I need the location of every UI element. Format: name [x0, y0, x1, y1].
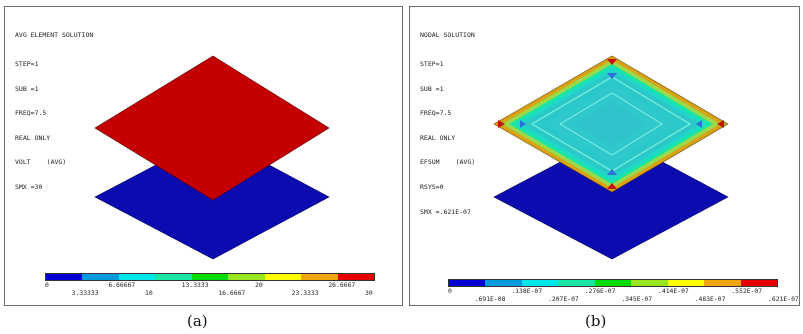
panel-b-legend-swatch [485, 280, 522, 286]
panel-b-legend-tick-upper: .414E-07 [658, 287, 689, 295]
caption-b: (b) [585, 312, 607, 330]
caption-a: (a) [187, 312, 208, 330]
panel-a-legend-bar [45, 273, 375, 281]
panel-b-legend-tick-lower: .345E-07 [621, 295, 653, 303]
panel-a-legend-tick-upper: 26.6667 [328, 281, 356, 289]
panel-a-legend-swatch [337, 274, 374, 280]
panel-a-info: AVG ELEMENT SOLUTION STEP=1 SUB =1 FREQ=… [15, 15, 93, 208]
panel-a-legend-tick-lower: 23.3333 [291, 289, 319, 297]
panel-b-info: NODAL SOLUTION STEP=1 SUB =1 FREQ=7.5 RE… [420, 15, 475, 232]
panel-b-title: NODAL SOLUTION [420, 31, 475, 40]
panel-a-legend-swatch [118, 274, 156, 280]
panel-b-rsys: RSYS=0 [420, 183, 444, 192]
panel-a-legend-tick-lower: 30 [365, 289, 373, 297]
corner-marker-right [717, 120, 724, 128]
panel-b-legend-tick-upper: .138E-07 [511, 287, 543, 295]
corner-marker-top [607, 59, 617, 65]
panel-b-legend-swatch [594, 280, 632, 286]
panel-a-model [94, 55, 330, 260]
corner-marker-left [498, 120, 505, 128]
panel-a-legend-swatch [155, 274, 192, 280]
panel-a-real-only: REAL ONLY [15, 133, 51, 142]
panel-b-legend-swatch [631, 280, 668, 286]
panel-a-sub: SUB =1 [15, 84, 39, 93]
panel-b-legend-swatch [704, 280, 741, 286]
panel-b-legend-tick-lower: .621E-07 [768, 295, 799, 303]
panel-b-sub: SUB =1 [420, 84, 444, 93]
panel-b-legend-tick-upper: .552E-07 [731, 287, 763, 295]
panel-a-legend-tick-upper: 13.3333 [181, 281, 209, 289]
panel-a-legend-swatch [301, 274, 338, 280]
panel-a-legend-tick-upper: 0 [45, 281, 49, 289]
panel-b-legend-tick-upper: 0 [448, 287, 452, 295]
panel-b-freq: FREQ=7.5 [420, 109, 452, 118]
panel-b-efsum-line: EFSUM (AVG) [420, 158, 475, 166]
panel-a-volt-label: VOLT [15, 158, 31, 167]
panel-a-legend-swatch [264, 274, 302, 280]
panel-a-legend-tick-lower: 10 [145, 289, 153, 297]
panel-b-legend-tick-lower: .691E-08 [474, 295, 506, 303]
panel-a-title: AVG ELEMENT SOLUTION [15, 31, 94, 40]
panel-b-legend-tick-lower: .207E-07 [548, 295, 579, 303]
panel-a-top-plate [94, 55, 330, 201]
panel-a-volt-avg: (AVG) [46, 158, 67, 167]
panel-a-legend-swatch [46, 274, 83, 280]
panel-b-legend-bar [448, 279, 778, 287]
panel-b-legend-tick-upper: .276E-07 [584, 287, 616, 295]
panel-a-legend-tick-lower: 16.6667 [218, 289, 246, 297]
panel-b-top-plate-contour [493, 55, 729, 193]
panel-a-legend-swatch [191, 274, 229, 280]
panel-b-efsum-avg: (AVG) [455, 158, 476, 167]
panel-b-legend-swatch [740, 280, 777, 286]
panel-b-legend-swatch [521, 280, 559, 286]
panel-b-viewport: NODAL SOLUTION STEP=1 SUB =1 FREQ=7.5 RE… [409, 6, 800, 306]
panel-a-legend-swatch [82, 274, 119, 280]
panel-b-efsum-label: EFSUM [420, 158, 440, 167]
panel-b-legend-tick-lower: .483E-07 [694, 295, 726, 303]
panel-a-legend-tick-upper: 6.66667 [108, 281, 136, 289]
panel-b-legend-swatch [667, 280, 705, 286]
panel-a-viewport: AVG ELEMENT SOLUTION STEP=1 SUB =1 FREQ=… [4, 6, 403, 306]
panel-a-step: STEP=1 [15, 60, 39, 69]
panel-a-legend-swatch [228, 274, 265, 280]
panel-b-real-only: REAL ONLY [420, 133, 456, 142]
panel-b-model [493, 55, 729, 260]
panel-a-volt-line: VOLT (AVG) [15, 158, 93, 166]
corner-marker-bottom [607, 183, 617, 189]
panel-a-legend-tick-upper: 20 [255, 281, 263, 289]
panel-a-freq: FREQ=7.5 [15, 109, 47, 118]
panel-a-smx: SMX =30 [15, 183, 43, 192]
panel-b-step: STEP=1 [420, 60, 444, 69]
panel-b-legend-swatch [558, 280, 595, 286]
panel-a-legend-tick-lower: 3.33333 [71, 289, 99, 297]
panel-b-legend-swatch [449, 280, 486, 286]
panel-b-smx: SMX =.621E-07 [420, 207, 471, 216]
panel-b-bottom-plate [493, 134, 729, 260]
